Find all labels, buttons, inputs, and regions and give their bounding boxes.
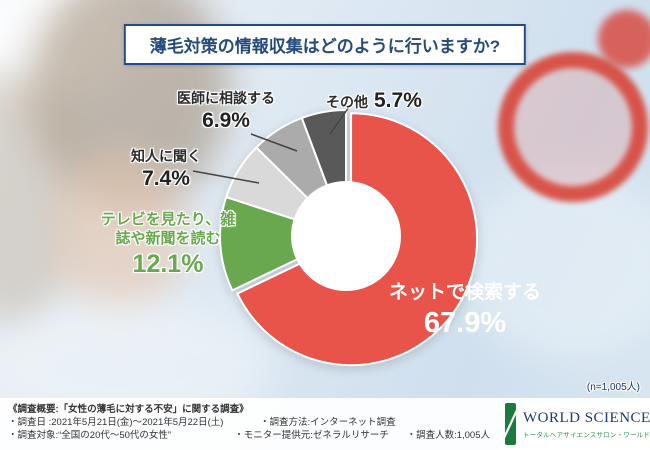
- callout-other-percent: 5.7%: [374, 89, 422, 112]
- survey-monitor: ・モニター提供元:ゼネラルリサーチ: [234, 430, 389, 441]
- background-face-blob: [55, 150, 185, 320]
- logo-text: WORLD SCIENCE トータルヘアサイエンスサロン・ワールドヘアサイエンス: [523, 410, 650, 439]
- callout-tv: テレビを見たり、雑誌や新聞を読む 12.1%: [98, 211, 238, 280]
- callout-net: ネットで検索する 67.9%: [378, 281, 552, 341]
- survey-method: ・調査方法:インターネット調査: [260, 417, 396, 428]
- callout-friend-label: 知人に聞く: [131, 148, 201, 164]
- leader-lines: [192, 106, 350, 184]
- callout-other: その他 5.7%: [326, 88, 422, 114]
- callout-friend: 知人に聞く 7.4%: [112, 148, 220, 192]
- callout-doctor-label: 医師に相談する: [177, 90, 275, 106]
- survey-date: ・調査日 :2021年5月21日(金)〜2021年5月22日(土): [8, 417, 224, 428]
- logo-stripe-icon: [505, 403, 516, 445]
- survey-details: 《調査概要:「女性の薄毛に対する不安」に関する調査》 ・調査日 :2021年5月…: [8, 403, 642, 442]
- survey-overview: 《調査概要:「女性の薄毛に対する不安」に関する調査》: [8, 404, 249, 415]
- sample-size-note: (n=1,005人): [586, 382, 640, 393]
- logo-name: WORLD SCIENCE: [522, 409, 650, 426]
- pie-slice-1: [219, 195, 349, 292]
- callout-doctor-percent: 6.9%: [202, 108, 250, 132]
- callout-other-label: その他: [326, 94, 368, 110]
- callout-friend-percent: 7.4%: [142, 166, 190, 190]
- logo-block: WORLD SCIENCE トータルヘアサイエンスサロン・ワールドヘアサイエンス: [500, 398, 650, 450]
- survey-target: ・調査対象:“全国の20代〜50代の女性”: [8, 430, 172, 441]
- page-title: 薄毛対策の情報収集はどのように行いますか?: [123, 24, 527, 65]
- survey-count: ・調査人数:1,005人: [406, 430, 490, 441]
- leader-line-other: [329, 106, 350, 135]
- magnifier-handle: [598, 10, 650, 68]
- callout-net-percent: 67.9%: [423, 306, 507, 339]
- callout-net-label: ネットで検索する: [388, 282, 541, 303]
- background-light-right: [460, 170, 650, 360]
- donut-hole: [291, 181, 401, 291]
- callout-tv-label: テレビを見たり、雑誌や新聞を読む: [100, 211, 236, 247]
- leader-line-doctor: [250, 133, 298, 152]
- logo-tagline: トータルヘアサイエンスサロン・ワールドヘアサイエンス: [522, 431, 650, 439]
- donut-slices: [219, 108, 479, 367]
- callout-doctor: 医師に相談する 6.9%: [168, 90, 284, 134]
- leader-line-friend: [192, 170, 260, 184]
- callout-tv-percent: 12.1%: [132, 249, 204, 278]
